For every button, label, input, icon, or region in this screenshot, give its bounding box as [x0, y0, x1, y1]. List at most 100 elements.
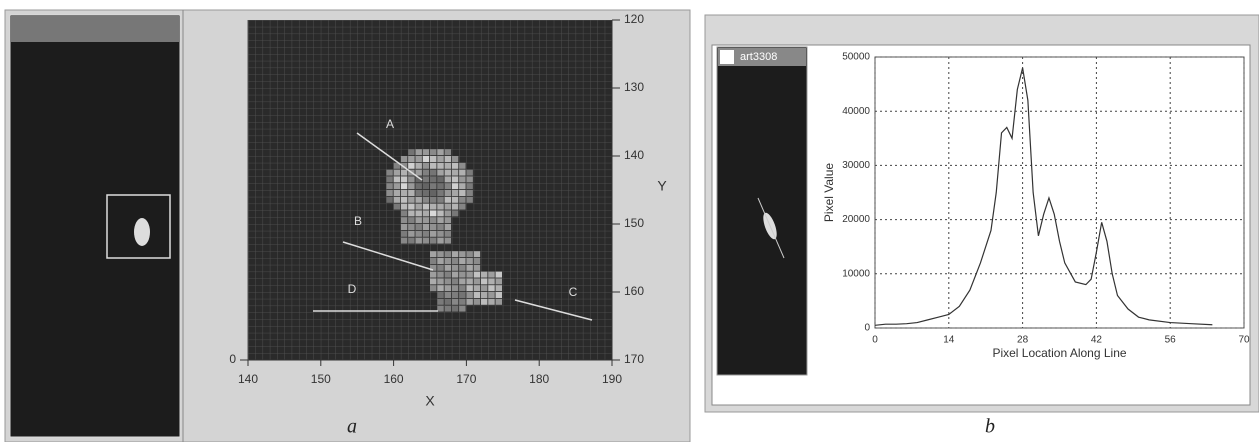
thumbnail-header	[11, 16, 179, 42]
pixel	[451, 305, 459, 312]
pixel	[437, 230, 444, 237]
pixel	[466, 264, 473, 271]
pixel	[444, 285, 452, 292]
x-tick-label: 150	[311, 372, 331, 386]
pixel	[444, 196, 452, 203]
pixel	[495, 278, 502, 285]
pixel	[415, 176, 422, 183]
pixel	[400, 224, 408, 230]
pixel	[400, 162, 408, 169]
pixel	[422, 162, 430, 169]
pixel	[408, 210, 415, 217]
pixel	[466, 298, 473, 305]
y-tick-label: 40000	[842, 106, 870, 117]
caption: a	[347, 416, 357, 438]
y-axis-title: Y	[657, 178, 667, 194]
pixel	[437, 217, 444, 224]
pixel	[437, 190, 444, 196]
pixel	[430, 258, 437, 264]
pixel	[473, 285, 481, 292]
pixel	[466, 176, 473, 183]
pixel	[393, 190, 401, 196]
annotation-line	[514, 299, 593, 321]
pixel	[459, 285, 466, 292]
pixel	[451, 285, 459, 292]
pixel	[430, 210, 437, 217]
thumbnail-b	[716, 46, 808, 376]
pixel	[444, 203, 452, 210]
y-axis-title: Pixel Value	[822, 163, 836, 222]
x-tick-label: 56	[1165, 335, 1177, 346]
y-tick-label: 130	[624, 80, 644, 94]
pixel	[408, 230, 415, 237]
thumbnail-a	[9, 14, 181, 438]
pixel	[480, 278, 488, 285]
pixel	[437, 285, 444, 292]
pixel	[444, 183, 452, 190]
pixel	[451, 203, 459, 210]
pixel	[430, 278, 437, 285]
pixel	[430, 285, 437, 292]
pixel	[459, 271, 466, 278]
pixel	[466, 271, 473, 278]
pixel	[415, 210, 422, 217]
pixel	[422, 156, 430, 162]
pixel	[437, 292, 444, 298]
pixel	[430, 156, 437, 162]
pixel	[451, 169, 459, 176]
y-tick-label: 120	[624, 12, 644, 26]
pixel	[415, 162, 422, 169]
pixel	[459, 169, 466, 176]
pixel	[393, 183, 401, 190]
pixel	[400, 183, 408, 190]
pixel	[393, 196, 401, 203]
pixel	[415, 203, 422, 210]
pixel	[430, 190, 437, 196]
pixel	[444, 224, 452, 230]
pixel	[466, 196, 473, 203]
pixel	[422, 217, 430, 224]
pixel	[430, 149, 437, 156]
pixel	[444, 271, 452, 278]
pixel	[400, 230, 408, 237]
pixel	[400, 176, 408, 183]
caption: b	[985, 416, 995, 438]
pixel	[466, 278, 473, 285]
pixel	[451, 258, 459, 264]
pixel	[488, 271, 495, 278]
x-tick-label: 180	[529, 372, 549, 386]
pixel	[473, 251, 481, 258]
pixel	[430, 217, 437, 224]
annotation-label: B	[354, 214, 362, 228]
pixel	[451, 278, 459, 285]
pixel	[430, 162, 437, 169]
pixel	[444, 210, 452, 217]
pixel	[422, 183, 430, 190]
pixel	[430, 176, 437, 183]
data-line	[874, 67, 1213, 326]
pixel	[444, 149, 452, 156]
pixel	[451, 292, 459, 298]
pixel	[400, 210, 408, 217]
pixel	[393, 169, 401, 176]
pixel	[400, 196, 408, 203]
y-tick-label: 20000	[842, 214, 870, 225]
pixel	[430, 169, 437, 176]
pixel	[444, 298, 452, 305]
pixel	[422, 230, 430, 237]
pixel	[459, 258, 466, 264]
pixel	[495, 271, 502, 278]
pixel	[422, 210, 430, 217]
y-tick-label: 170	[624, 352, 644, 366]
pixel	[400, 156, 408, 162]
pixel	[393, 162, 401, 169]
pixel	[466, 183, 473, 190]
pixel	[430, 203, 437, 210]
pixel	[422, 203, 430, 210]
icon	[720, 50, 734, 64]
x-tick-label: 14	[943, 335, 955, 346]
x-tick-label: 42	[1091, 335, 1103, 346]
pixel	[415, 156, 422, 162]
x-tick-label: 140	[238, 372, 258, 386]
pixel	[459, 190, 466, 196]
